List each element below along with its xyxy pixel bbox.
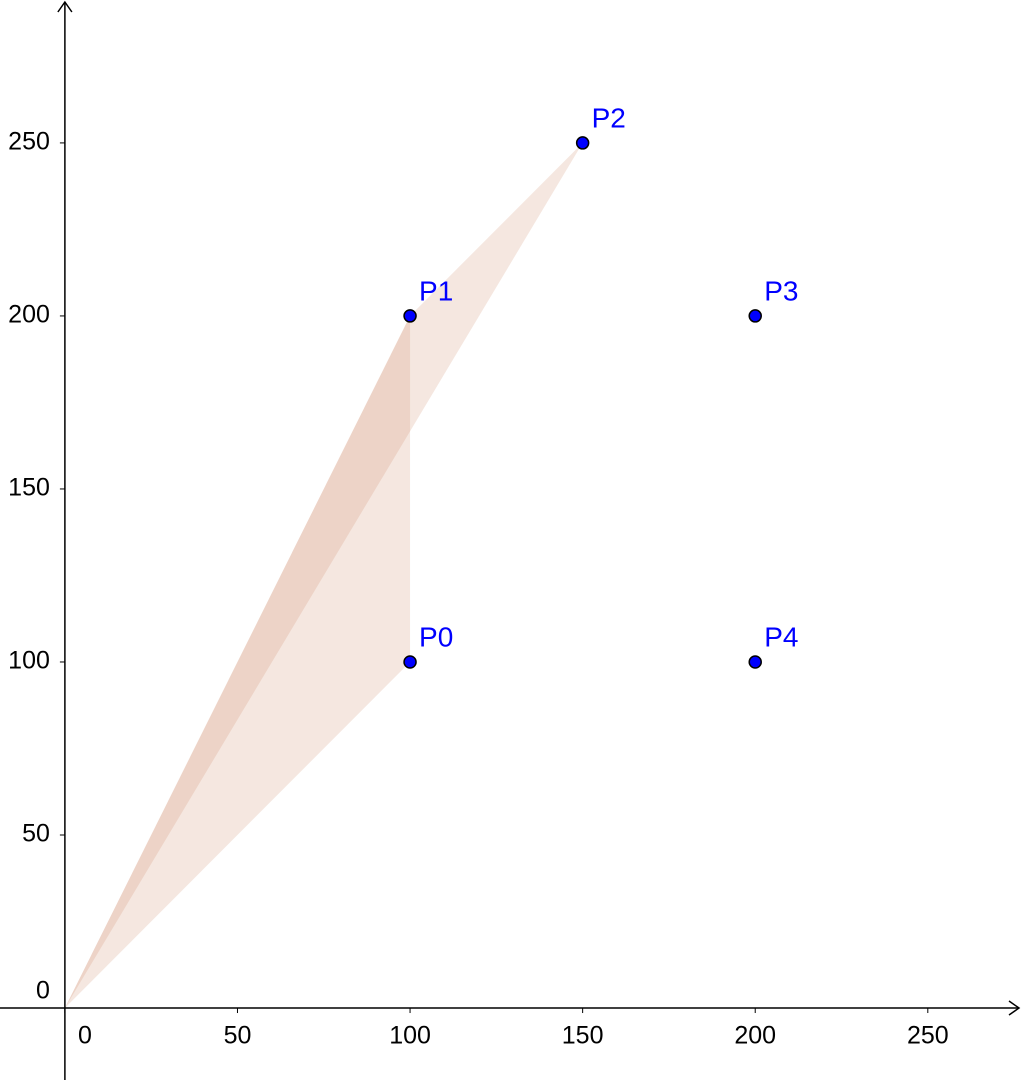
y-tick-label: 0: [36, 977, 50, 1005]
y-tick-label: 100: [8, 647, 50, 675]
x-tick-label: 0: [78, 1022, 92, 1050]
y-tick-label: 50: [22, 820, 50, 848]
x-tick-label: 200: [734, 1022, 776, 1050]
point: [403, 655, 417, 669]
x-tick-label: 150: [562, 1022, 604, 1050]
x-tick-label: 250: [907, 1022, 949, 1050]
x-axis-arrow: [1008, 1000, 1021, 1016]
shaded-triangle: [64, 315, 411, 1009]
point: [403, 309, 417, 323]
y-tick-label: 200: [8, 301, 50, 329]
x-tick-label: 50: [224, 1022, 252, 1050]
point: [748, 309, 762, 323]
point: [748, 655, 762, 669]
point-label: P3: [764, 275, 798, 306]
y-axis-arrow: [57, 0, 73, 13]
y-tick-label: 150: [8, 474, 50, 502]
shaded-triangle: [64, 142, 583, 1009]
x-tick-label: 100: [389, 1022, 431, 1050]
point-label: P4: [764, 621, 798, 652]
point-label: P0: [419, 621, 453, 652]
point-label: P1: [419, 275, 453, 306]
y-tick-label: 250: [8, 128, 50, 156]
point-label: P2: [592, 102, 626, 133]
point: [575, 136, 590, 150]
